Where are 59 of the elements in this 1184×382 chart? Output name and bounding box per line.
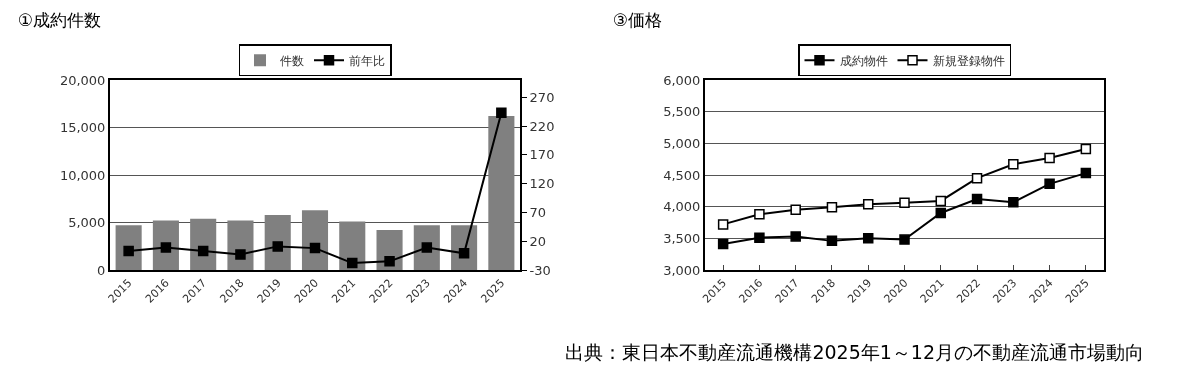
y-tick-label: 4,000 — [663, 199, 701, 215]
point — [1080, 143, 1092, 155]
chart-title: ③価格 — [612, 9, 662, 30]
source-note: 出典：東日本不動産流通機構2025年1～12月の不動産流通市場動向 — [565, 340, 1144, 365]
point — [235, 249, 246, 260]
point — [826, 235, 838, 247]
point — [862, 198, 874, 210]
y2-tick-label: 170 — [529, 147, 555, 163]
y-tick-label: 3,000 — [663, 262, 701, 278]
y2-tick-label: 270 — [529, 89, 555, 105]
point — [826, 202, 838, 213]
y2-tick-label: 220 — [529, 118, 555, 134]
y-tick-label: 5,500 — [663, 104, 701, 120]
point — [971, 193, 983, 205]
point — [384, 256, 395, 267]
point — [160, 242, 172, 253]
y-tick-label: 20,000 — [59, 72, 106, 88]
point — [272, 241, 283, 252]
y-tick-label: 10,000 — [59, 167, 106, 183]
legend-label: 前年比 — [349, 53, 385, 68]
y-tick-label: 3,500 — [663, 230, 701, 246]
legend-label: 新規登録物件 — [932, 53, 1005, 68]
y2-tick-label: 70 — [529, 204, 547, 220]
point — [1044, 178, 1055, 190]
point — [754, 232, 765, 243]
point — [935, 195, 947, 207]
point — [899, 197, 910, 209]
point — [1008, 158, 1019, 170]
point — [754, 209, 765, 220]
point — [899, 234, 910, 245]
point — [935, 207, 947, 219]
y-tick-label: 4,500 — [663, 167, 701, 183]
y-tick-label: 5,000 — [663, 135, 701, 151]
point — [1080, 167, 1092, 179]
point — [862, 233, 874, 244]
point — [197, 245, 209, 257]
point — [717, 219, 729, 230]
point — [347, 257, 358, 269]
point — [1044, 152, 1055, 164]
y2-tick-label: -30 — [529, 262, 551, 278]
chart-title: ①成約件数 — [17, 9, 101, 30]
point — [717, 238, 729, 250]
bar — [301, 210, 329, 270]
bar — [190, 218, 217, 270]
point — [496, 107, 507, 119]
point — [309, 242, 321, 254]
legend-label: 成約物件 — [839, 53, 888, 68]
legend-label: 件数 — [280, 53, 304, 68]
point — [790, 231, 801, 242]
y-tick-label: 15,000 — [59, 120, 106, 136]
point — [790, 204, 801, 216]
y2-tick-label: 120 — [529, 176, 555, 192]
y-tick-label: 0 — [97, 262, 106, 278]
y-tick-label: 5,000 — [68, 215, 106, 231]
y-tick-label: 6,000 — [663, 72, 701, 88]
bar — [488, 116, 515, 270]
y2-tick-label: 20 — [529, 233, 547, 249]
point — [971, 172, 983, 184]
point — [1008, 196, 1019, 208]
